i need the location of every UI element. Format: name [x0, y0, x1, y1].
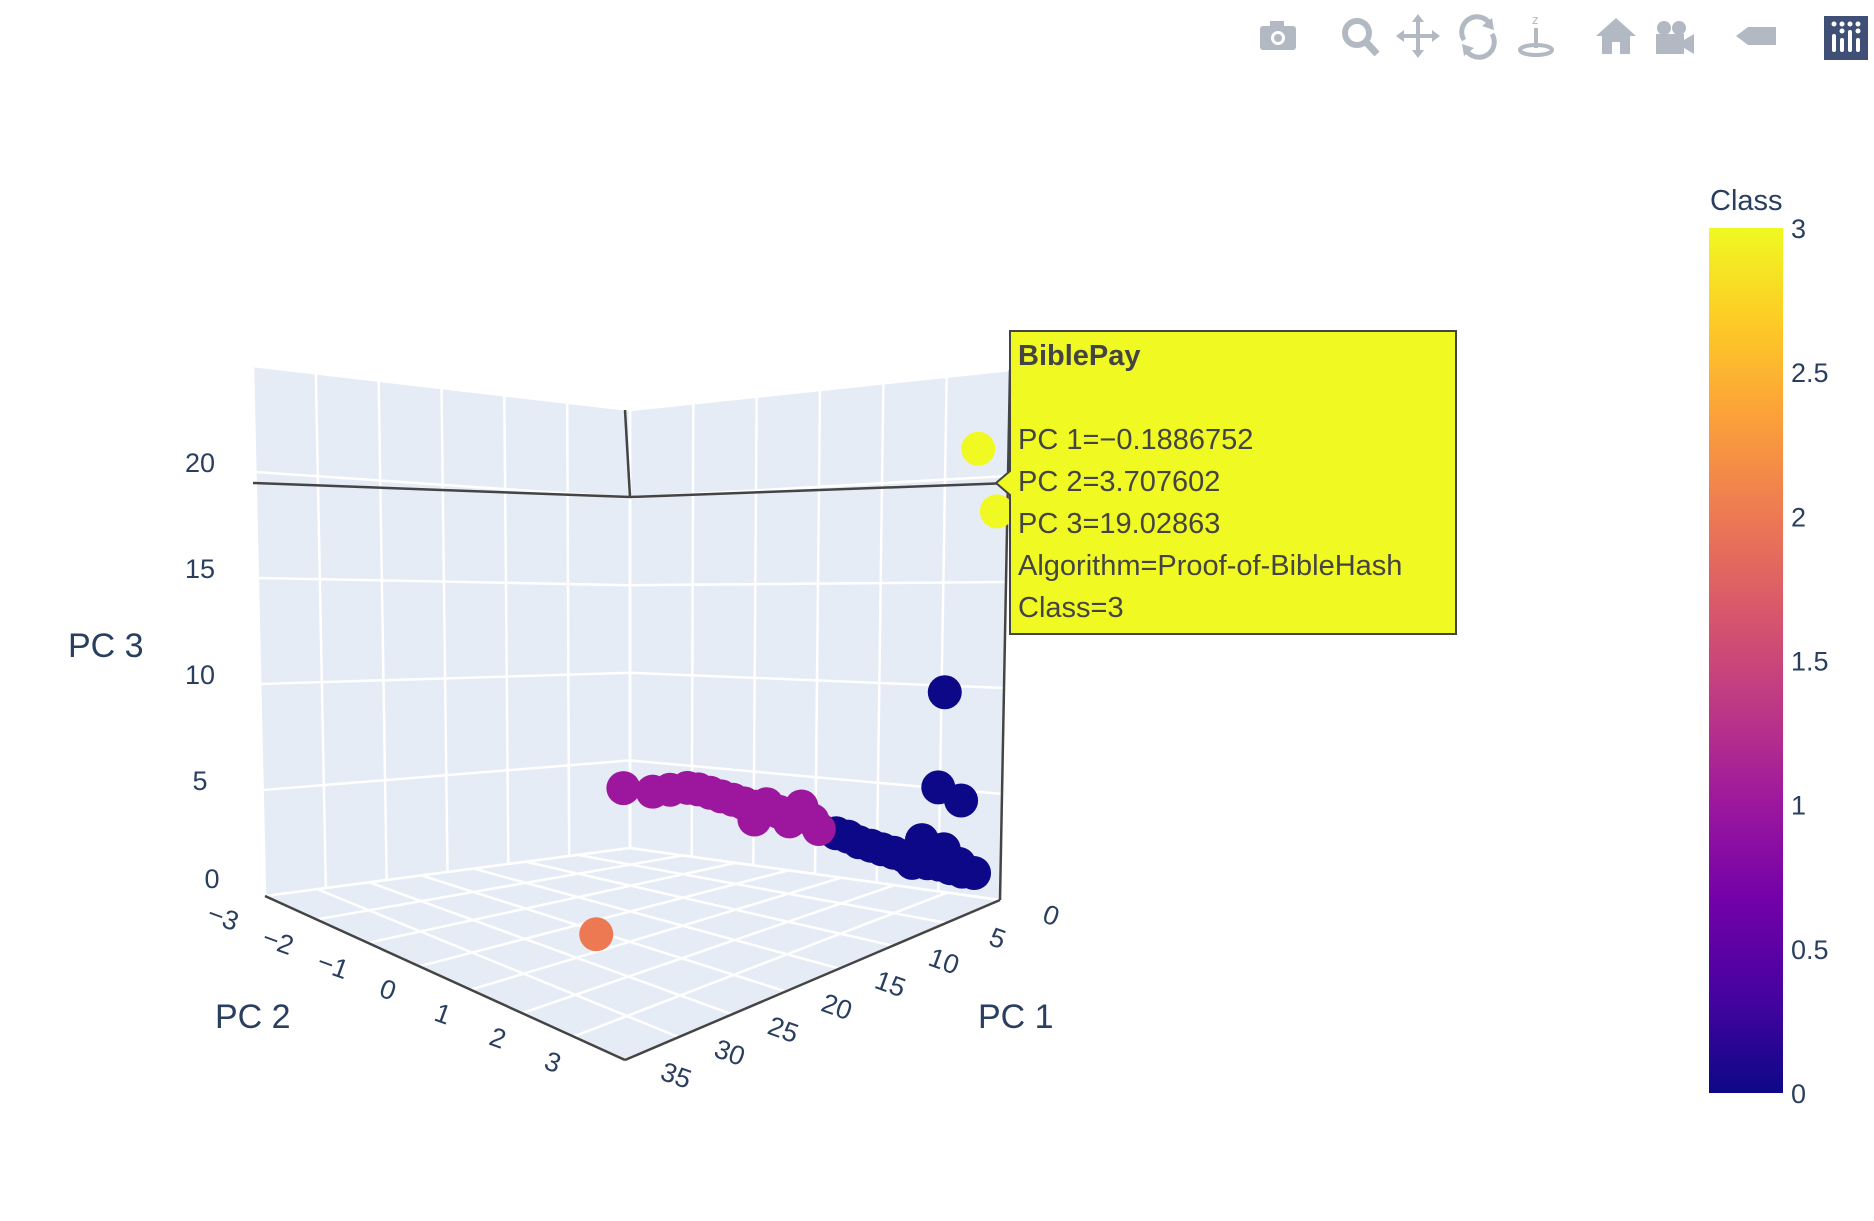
colorbar-tick-label: 1 [1791, 791, 1806, 821]
y-tick-label: −2 [258, 922, 297, 961]
colorbar-tick-label: 3 [1791, 214, 1806, 244]
hover-line-pc2: PC 2=3.707602 [1018, 466, 1220, 498]
svg-text:z: z [1532, 13, 1538, 27]
y-tick-label: −3 [203, 898, 242, 937]
colorbar-tick-label: 0.5 [1791, 935, 1829, 965]
modebar: z [1254, 10, 1874, 64]
y-tick-label: 1 [431, 997, 455, 1030]
y-tick-label: −1 [313, 946, 352, 985]
z-axis-title: PC 3 [68, 627, 144, 665]
colorbar-tick-label: 0 [1791, 1079, 1806, 1109]
colorbar: Class 0 0.5 1 1.5 2 2.5 3 [1709, 185, 1829, 1109]
x-tick-label: 30 [710, 1033, 748, 1071]
data-point[interactable] [942, 846, 977, 881]
x-tick-label: 15 [871, 965, 909, 1003]
colorbar-title: Class [1710, 185, 1783, 217]
x-tick-label: 5 [985, 922, 1009, 955]
axis-lines [252, 369, 1012, 1062]
colorbar-gradient [1709, 228, 1783, 1093]
camera-icon[interactable] [1254, 10, 1302, 62]
y-axis-title: PC 2 [215, 998, 291, 1036]
z-tick-label: 10 [185, 660, 215, 690]
back-right-wall [630, 370, 1010, 900]
x-tick-label: 20 [818, 988, 856, 1026]
data-point[interactable] [579, 917, 614, 952]
x-tick-label: 0 [1039, 899, 1063, 932]
data-point[interactable] [635, 774, 670, 809]
hover-box [994, 330, 1457, 635]
hover-line-algorithm: Algorithm=Proof-of-BibleHash [1018, 550, 1402, 582]
hover-line-pc3: PC 3=19.02863 [1018, 508, 1220, 540]
x-tick-label: 25 [764, 1011, 802, 1049]
x-tick-label: 35 [657, 1056, 695, 1094]
camera-last-save-icon[interactable] [1650, 10, 1698, 62]
hover-toggle-icon[interactable] [1732, 10, 1780, 62]
pan-icon[interactable] [1394, 10, 1442, 62]
hover-title: BiblePay [1018, 340, 1141, 372]
data-point[interactable] [921, 770, 956, 805]
z-tick-label: 5 [192, 766, 207, 796]
z-tick-label: 0 [204, 864, 219, 894]
turntable-rotation-icon[interactable]: z [1512, 10, 1560, 62]
y-tick-label: 0 [376, 973, 400, 1006]
z-tick-label: 20 [185, 448, 215, 478]
hover-line-pc1: PC 1=−0.1886752 [1018, 424, 1253, 456]
colorbar-ticks: 0 0.5 1 1.5 2 2.5 3 [1791, 214, 1829, 1109]
colorbar-tick-label: 2 [1791, 502, 1806, 532]
floor-pane [265, 848, 1000, 1060]
data-point[interactable] [927, 675, 962, 710]
orbit-rotation-icon[interactable] [1454, 10, 1502, 62]
zoom-icon[interactable] [1336, 10, 1384, 62]
data-points[interactable] [579, 431, 1014, 952]
data-point[interactable] [961, 431, 996, 466]
y-tick-label: 3 [541, 1046, 565, 1079]
back-left-wall [253, 366, 630, 896]
data-point[interactable] [606, 771, 641, 806]
plotly-logo-icon[interactable] [1822, 10, 1870, 62]
x-axis-title: PC 1 [978, 998, 1054, 1036]
hovered-data-point[interactable] [979, 494, 1014, 529]
hover-line-class: Class=3 [1018, 592, 1124, 624]
data-point[interactable] [681, 772, 716, 807]
hover-label: BiblePay PC 1=−0.1886752 PC 2=3.707602 P… [994, 330, 1457, 635]
z-tick-label: 15 [185, 554, 215, 584]
x-tick-label: 10 [925, 942, 963, 980]
home-icon[interactable] [1592, 10, 1640, 62]
y-tick-label: 2 [486, 1021, 510, 1054]
colorbar-tick-label: 1.5 [1791, 647, 1829, 677]
colorbar-tick-label: 2.5 [1791, 358, 1829, 388]
data-point[interactable] [737, 802, 772, 837]
